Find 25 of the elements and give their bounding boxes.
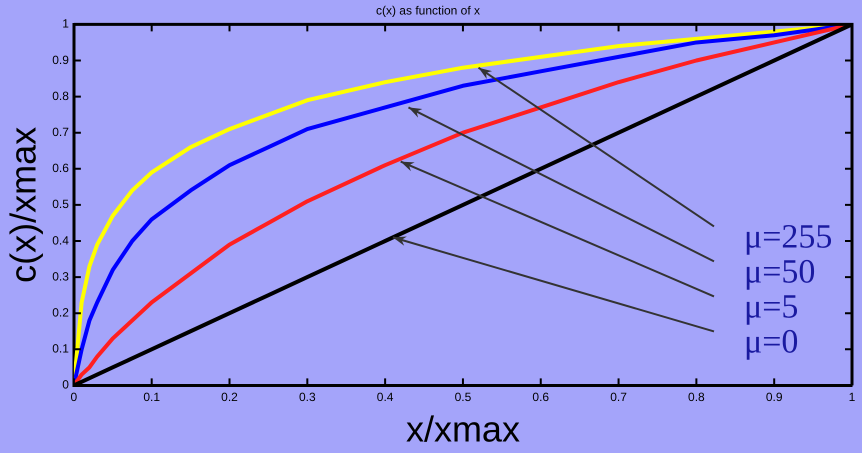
x-tick-label: 0.4 (376, 390, 394, 404)
x-tick-label: 0.7 (610, 390, 628, 404)
x-tick-label: 0.5 (454, 390, 472, 404)
chart-title: c(x) as function of x (376, 4, 480, 18)
x-tick-label: 0.3 (298, 390, 316, 404)
y-tick-label: 0.8 (52, 88, 70, 103)
y-tick-label: 0 (62, 378, 70, 392)
y-tick-label: 0.9 (52, 52, 70, 67)
x-tick-label: 0.2 (221, 390, 238, 404)
annotation: μ=255 (744, 218, 832, 256)
y-tick-label: 0.7 (52, 125, 70, 140)
y-tick-label: 0.6 (52, 161, 70, 176)
x-tick-label: 0.1 (143, 390, 160, 404)
x-tick-label: 0.9 (766, 390, 783, 404)
x-axis-title: x/xmax (406, 408, 520, 450)
y-axis-title: c(x)/xmax (2, 126, 44, 283)
y-tick-label: 1 (62, 16, 70, 31)
x-tick-label: 0.6 (532, 390, 550, 404)
y-tick-label: 0.4 (52, 233, 70, 248)
x-tick-label: 0.8 (688, 390, 706, 404)
x-tick-label: 1 (848, 390, 856, 404)
y-tick-label: 0.3 (52, 269, 70, 284)
y-tick-label: 0.1 (52, 342, 70, 356)
y-tick-label: 0.5 (52, 197, 70, 212)
y-tick-label: 0.2 (52, 306, 70, 320)
